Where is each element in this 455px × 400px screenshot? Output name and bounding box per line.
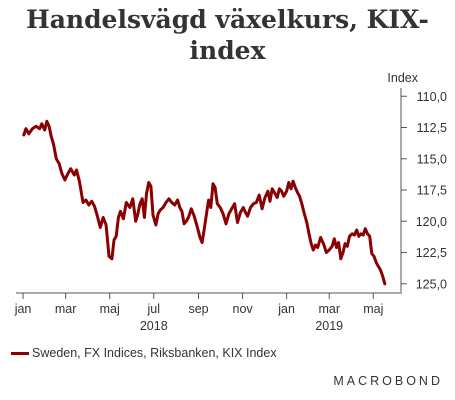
x-year-label: 2019 [315,319,343,333]
x-tick-label: jan [277,302,295,316]
x-tick-label: maj [100,302,120,316]
y-tick-label: 110,0 [417,90,447,104]
legend: Sweden, FX Indices, Riksbanken, KIX Inde… [11,346,277,360]
y-tick-label: 112,5 [417,121,447,135]
y-axis: 110,0 112,5 115,0 117,5 120,0 122,5 125,0 [400,88,447,294]
legend-swatch [11,351,29,355]
y-tick-label: 125,0 [416,277,447,291]
chart-title-line-2: index [189,36,266,65]
y-tick-label: 122,5 [416,246,447,260]
chart-title-line-1: Handelsvägd växelkurs, KIX- [26,5,429,34]
series-line [22,119,387,286]
chart-title: Handelsvägd växelkurs, KIX- index [0,4,455,66]
x-tick-label: sep [188,302,208,316]
x-tick-label: nov [233,302,254,316]
x-tick-label: maj [363,302,383,316]
series-layer [22,119,387,286]
x-tick-label: mar [55,302,77,316]
y-tick-label: 117,5 [417,184,447,198]
macrobond-logo: MACROBOND [333,374,443,388]
x-axis: jan mar maj jul sep nov jan mar maj 2018 2019 [14,292,400,333]
y-axis-title: Index [387,71,418,85]
y-tick-label: 115,0 [417,152,447,166]
x-tick-label: jul [147,302,161,316]
legend-label: Sweden, FX Indices, Riksbanken, KIX Inde… [32,346,277,360]
x-year-label: 2018 [140,319,168,333]
y-tick-label: 120,0 [416,215,447,229]
x-tick-label: mar [318,302,340,316]
x-tick-label: jan [14,302,32,316]
